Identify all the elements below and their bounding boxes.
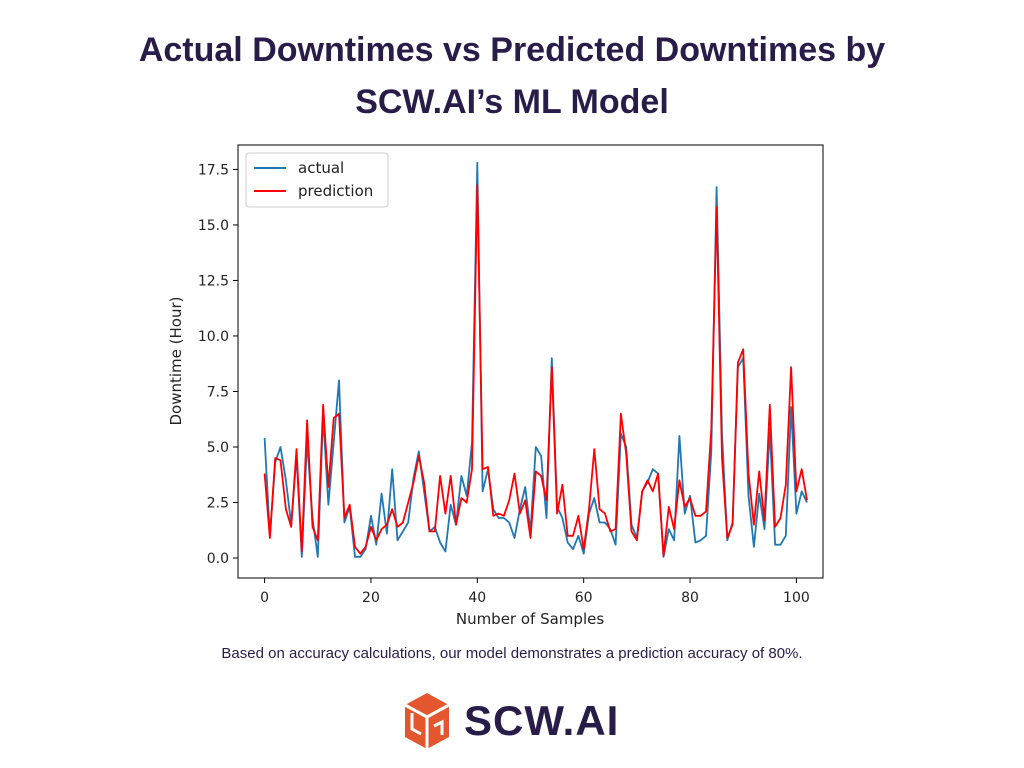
series-line-prediction — [263, 184, 808, 557]
x-axis-label: Number of Samples — [456, 610, 604, 628]
brand-logo: SCW.AI — [402, 690, 619, 752]
y-axis-label: Downtime (Hour) — [167, 297, 185, 426]
legend-box — [245, 152, 389, 208]
x-tick-label: 80 — [681, 590, 699, 606]
y-tick-label: 17.5 — [198, 162, 229, 178]
y-tick-label: 0.0 — [207, 551, 229, 567]
y-tick-label: 7.5 — [207, 384, 229, 400]
legend: actual prediction — [245, 152, 389, 208]
legend-label-prediction: prediction — [298, 182, 373, 200]
plot-frame — [237, 144, 824, 579]
downtime-line-chart: 0 20 40 60 80 100 0.0 2.5 5.0 7.5 10.0 12.5 15.0 17.5… — [167, 144, 824, 628]
x-tick-label: 0 — [260, 590, 269, 606]
title-line-1: Actual Downtimes vs Predicted Downtimes … — [138, 31, 886, 69]
brand-name: SCW.AI — [464, 697, 620, 744]
legend-label-actual: actual — [298, 159, 344, 177]
x-tick-label: 100 — [783, 590, 810, 606]
x-tick-label: 60 — [575, 590, 593, 606]
title-line-2: SCW.AI’s ML Model — [355, 83, 669, 121]
page-title: Actual Downtimes vs Predicted Downtimes … — [0, 24, 1024, 128]
x-tick-label: 40 — [468, 590, 486, 606]
y-tick-label: 10.0 — [198, 329, 229, 345]
y-tick-label: 2.5 — [207, 496, 229, 512]
series-line-actual — [263, 161, 808, 558]
y-tick-label: 15.0 — [198, 218, 229, 234]
y-tick-label: 5.0 — [207, 440, 229, 456]
y-tick-label: 12.5 — [198, 273, 229, 289]
x-tick-label: 20 — [362, 590, 380, 606]
caption-text: Based on accuracy calculations, our mode… — [221, 645, 803, 662]
cube-logo-icon — [404, 693, 450, 749]
